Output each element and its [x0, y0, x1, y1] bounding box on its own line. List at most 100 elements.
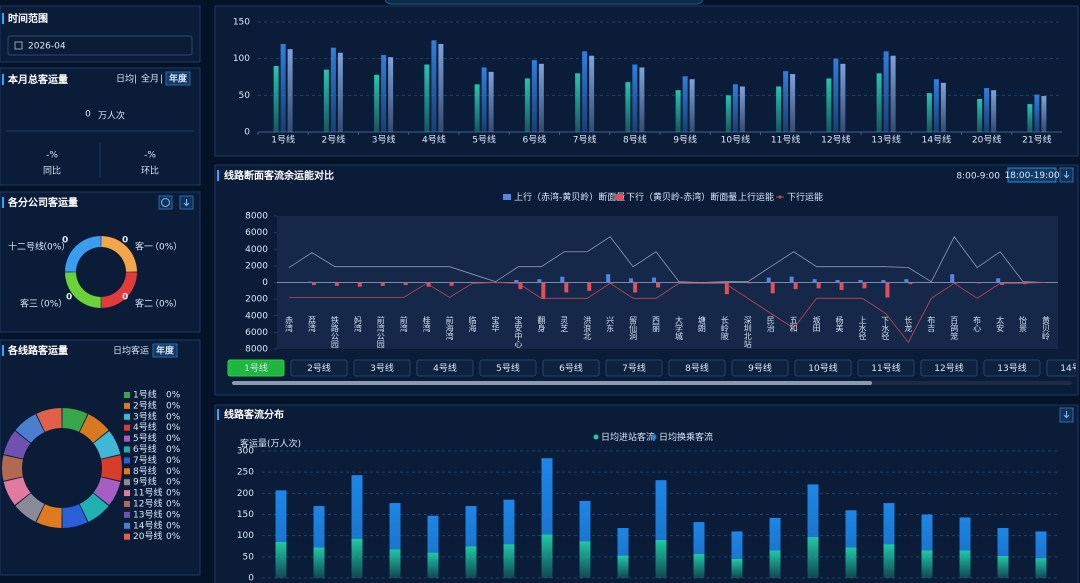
tab-label[interactable]: 6号线 [559, 362, 583, 374]
donut-segment [93, 431, 121, 459]
tab-active[interactable] [152, 343, 178, 358]
x-tick-label: 14号线 [922, 134, 951, 146]
bar [438, 44, 444, 132]
legend-label: 2号线 [133, 399, 157, 411]
bar [639, 67, 645, 132]
tab-label[interactable]: 3号线 [370, 362, 394, 374]
x-tick-label: 5号线 [472, 134, 496, 146]
tab-active[interactable] [227, 359, 285, 377]
tab[interactable] [920, 359, 978, 377]
bar [839, 282, 844, 290]
tab[interactable] [542, 359, 600, 377]
tab[interactable] [857, 359, 915, 377]
tab-label[interactable]: 13号线 [997, 362, 1026, 374]
y-tick-label: 100 [237, 531, 254, 541]
bar [403, 282, 408, 285]
bar [606, 274, 611, 283]
bar [883, 51, 889, 133]
y-tick-label: 4000 [245, 245, 268, 255]
bar [1027, 104, 1033, 132]
bar-segment [921, 550, 933, 578]
tab[interactable] [983, 359, 1041, 377]
legend-swatch [729, 195, 733, 199]
tab-label[interactable]: 1号线 [244, 362, 268, 374]
tab-label[interactable]: 5号线 [496, 362, 520, 374]
info-button[interactable] [158, 195, 173, 210]
time-option-active[interactable] [1007, 167, 1057, 183]
legend-swatch [124, 392, 130, 398]
mom-value: -% [144, 151, 156, 161]
tab-label[interactable]: 14号线 [1060, 362, 1080, 374]
tab[interactable] [290, 359, 348, 377]
tab[interactable] [605, 359, 663, 377]
legend-label: 下行（黄贝岭-赤湾）断面量 [626, 191, 737, 203]
time-option[interactable]: 8:00-9:00 [956, 172, 1000, 182]
station-label: 杨美 [835, 315, 844, 333]
legend-swatch [124, 446, 130, 453]
tab[interactable]: 日均 [116, 73, 134, 85]
title-marker [2, 197, 4, 208]
bar [625, 82, 631, 132]
x-tick-label: 20号线 [972, 134, 1001, 146]
percent-label: 0% [166, 423, 181, 433]
percent-label: 0% [166, 467, 181, 477]
tab[interactable]: 年度 [169, 73, 188, 85]
bar-segment [351, 475, 363, 539]
tab[interactable]: 全月 [141, 73, 159, 85]
y-tick-label: 100 [233, 54, 250, 64]
donut-segment [15, 493, 45, 522]
tab[interactable] [794, 359, 852, 377]
tab-label[interactable]: 11号线 [871, 362, 900, 374]
tab[interactable]: 年度 [156, 345, 175, 357]
capacity-line [289, 282, 1047, 344]
tab[interactable] [416, 359, 474, 377]
scroll-thumb[interactable] [232, 381, 872, 385]
tab-label[interactable]: 2号线 [307, 362, 331, 374]
bar [904, 279, 909, 283]
station-label: 宝安中心 [514, 315, 523, 348]
donut-segment [36, 408, 62, 432]
percent-label: 0% [166, 445, 181, 455]
bar-segment [1035, 558, 1047, 578]
tab[interactable] [1046, 359, 1080, 377]
tab[interactable] [731, 359, 789, 377]
tab-label[interactable]: 4号线 [433, 362, 457, 374]
bar [537, 279, 542, 283]
data-label: 0 [122, 236, 128, 246]
tab[interactable] [479, 359, 537, 377]
tab[interactable]: 日均客运 [113, 345, 149, 357]
bar-segment [275, 490, 287, 543]
tab-label[interactable]: 7号线 [622, 362, 646, 374]
tab-label[interactable]: 8号线 [685, 362, 709, 374]
total-unit: 万人次 [98, 110, 125, 122]
bar [862, 282, 867, 289]
bar-segment [275, 542, 287, 578]
tab[interactable] [668, 359, 726, 377]
tab[interactable] [353, 359, 411, 377]
date-input[interactable] [7, 35, 193, 56]
y-tick-label: 200 [237, 489, 254, 499]
tab-label[interactable]: 9号线 [748, 362, 772, 374]
bar [1041, 96, 1047, 132]
bar [977, 99, 983, 132]
bar [311, 282, 316, 285]
y-tick-label: 8000 [245, 212, 268, 222]
bar [675, 90, 681, 132]
bar [954, 282, 959, 284]
legend-label: 7号线 [133, 454, 157, 466]
bar [950, 274, 955, 283]
tab-label[interactable]: 12号线 [934, 362, 963, 374]
title-marker [2, 74, 4, 85]
time-option[interactable]: 18:00-19:00 [1004, 171, 1059, 181]
download-icon [1063, 411, 1070, 419]
bar [449, 282, 454, 286]
bar [739, 86, 745, 132]
legend-swatch [124, 501, 130, 507]
percent-label: 0% [166, 532, 181, 542]
tab-label[interactable]: 10号线 [808, 362, 837, 374]
bar [933, 79, 939, 132]
tab-active[interactable] [165, 71, 191, 86]
bar [991, 90, 997, 132]
station-label: 临海 [468, 315, 477, 333]
bar [374, 74, 380, 132]
